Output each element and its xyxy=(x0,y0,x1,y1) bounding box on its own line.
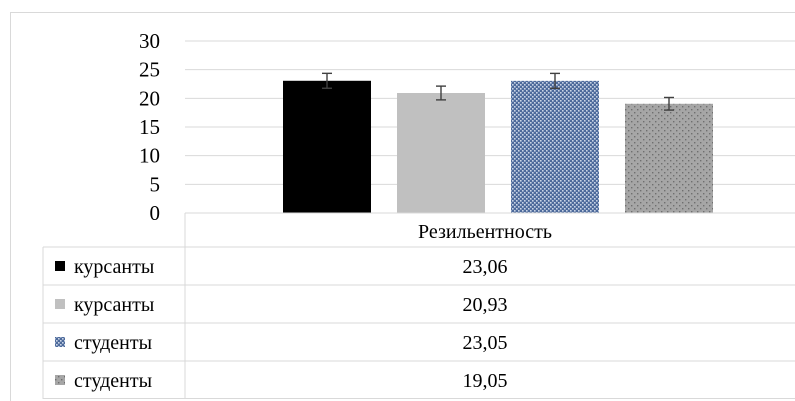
data-label-2: 20,93 xyxy=(463,294,508,316)
legend-key-1 xyxy=(55,261,65,271)
error-bar-2 xyxy=(436,85,446,101)
y-tick-label: 25 xyxy=(139,58,160,82)
legend-label-4: студенты xyxy=(74,370,152,392)
bar-4 xyxy=(625,103,713,213)
data-label-3: 23,05 xyxy=(463,332,508,354)
bar-3 xyxy=(511,80,599,213)
error-bar-4 xyxy=(664,96,674,111)
y-tick-label: 0 xyxy=(150,201,161,225)
chart-frame xyxy=(10,12,795,401)
legend-label-3: студенты xyxy=(74,332,152,354)
legend-label-2: курсанты xyxy=(74,294,154,316)
y-tick-label: 20 xyxy=(139,86,160,110)
bar-1 xyxy=(283,80,371,213)
y-tick-label: 5 xyxy=(150,172,161,196)
legend-key-4 xyxy=(55,375,65,385)
legend-label-1: курсанты xyxy=(74,256,154,278)
data-label-1: 23,06 xyxy=(463,256,508,278)
y-tick-label: 10 xyxy=(139,144,160,168)
bar-2 xyxy=(397,93,485,213)
bars xyxy=(283,72,713,213)
error-bar-1 xyxy=(322,72,332,89)
legend-key-3 xyxy=(55,337,65,347)
y-tick-label: 15 xyxy=(139,115,160,139)
legend-key-2 xyxy=(55,299,65,309)
data-table: Резильентность курсанты 23,06 курсанты 20,93… xyxy=(42,212,795,399)
category-label: Резильентность xyxy=(418,221,552,243)
data-label-4: 19,05 xyxy=(463,370,508,392)
y-tick-label: 30 xyxy=(139,29,160,53)
error-bar-3 xyxy=(550,72,560,90)
y-axis: 0 5 10 15 20 25 30 xyxy=(139,29,160,225)
